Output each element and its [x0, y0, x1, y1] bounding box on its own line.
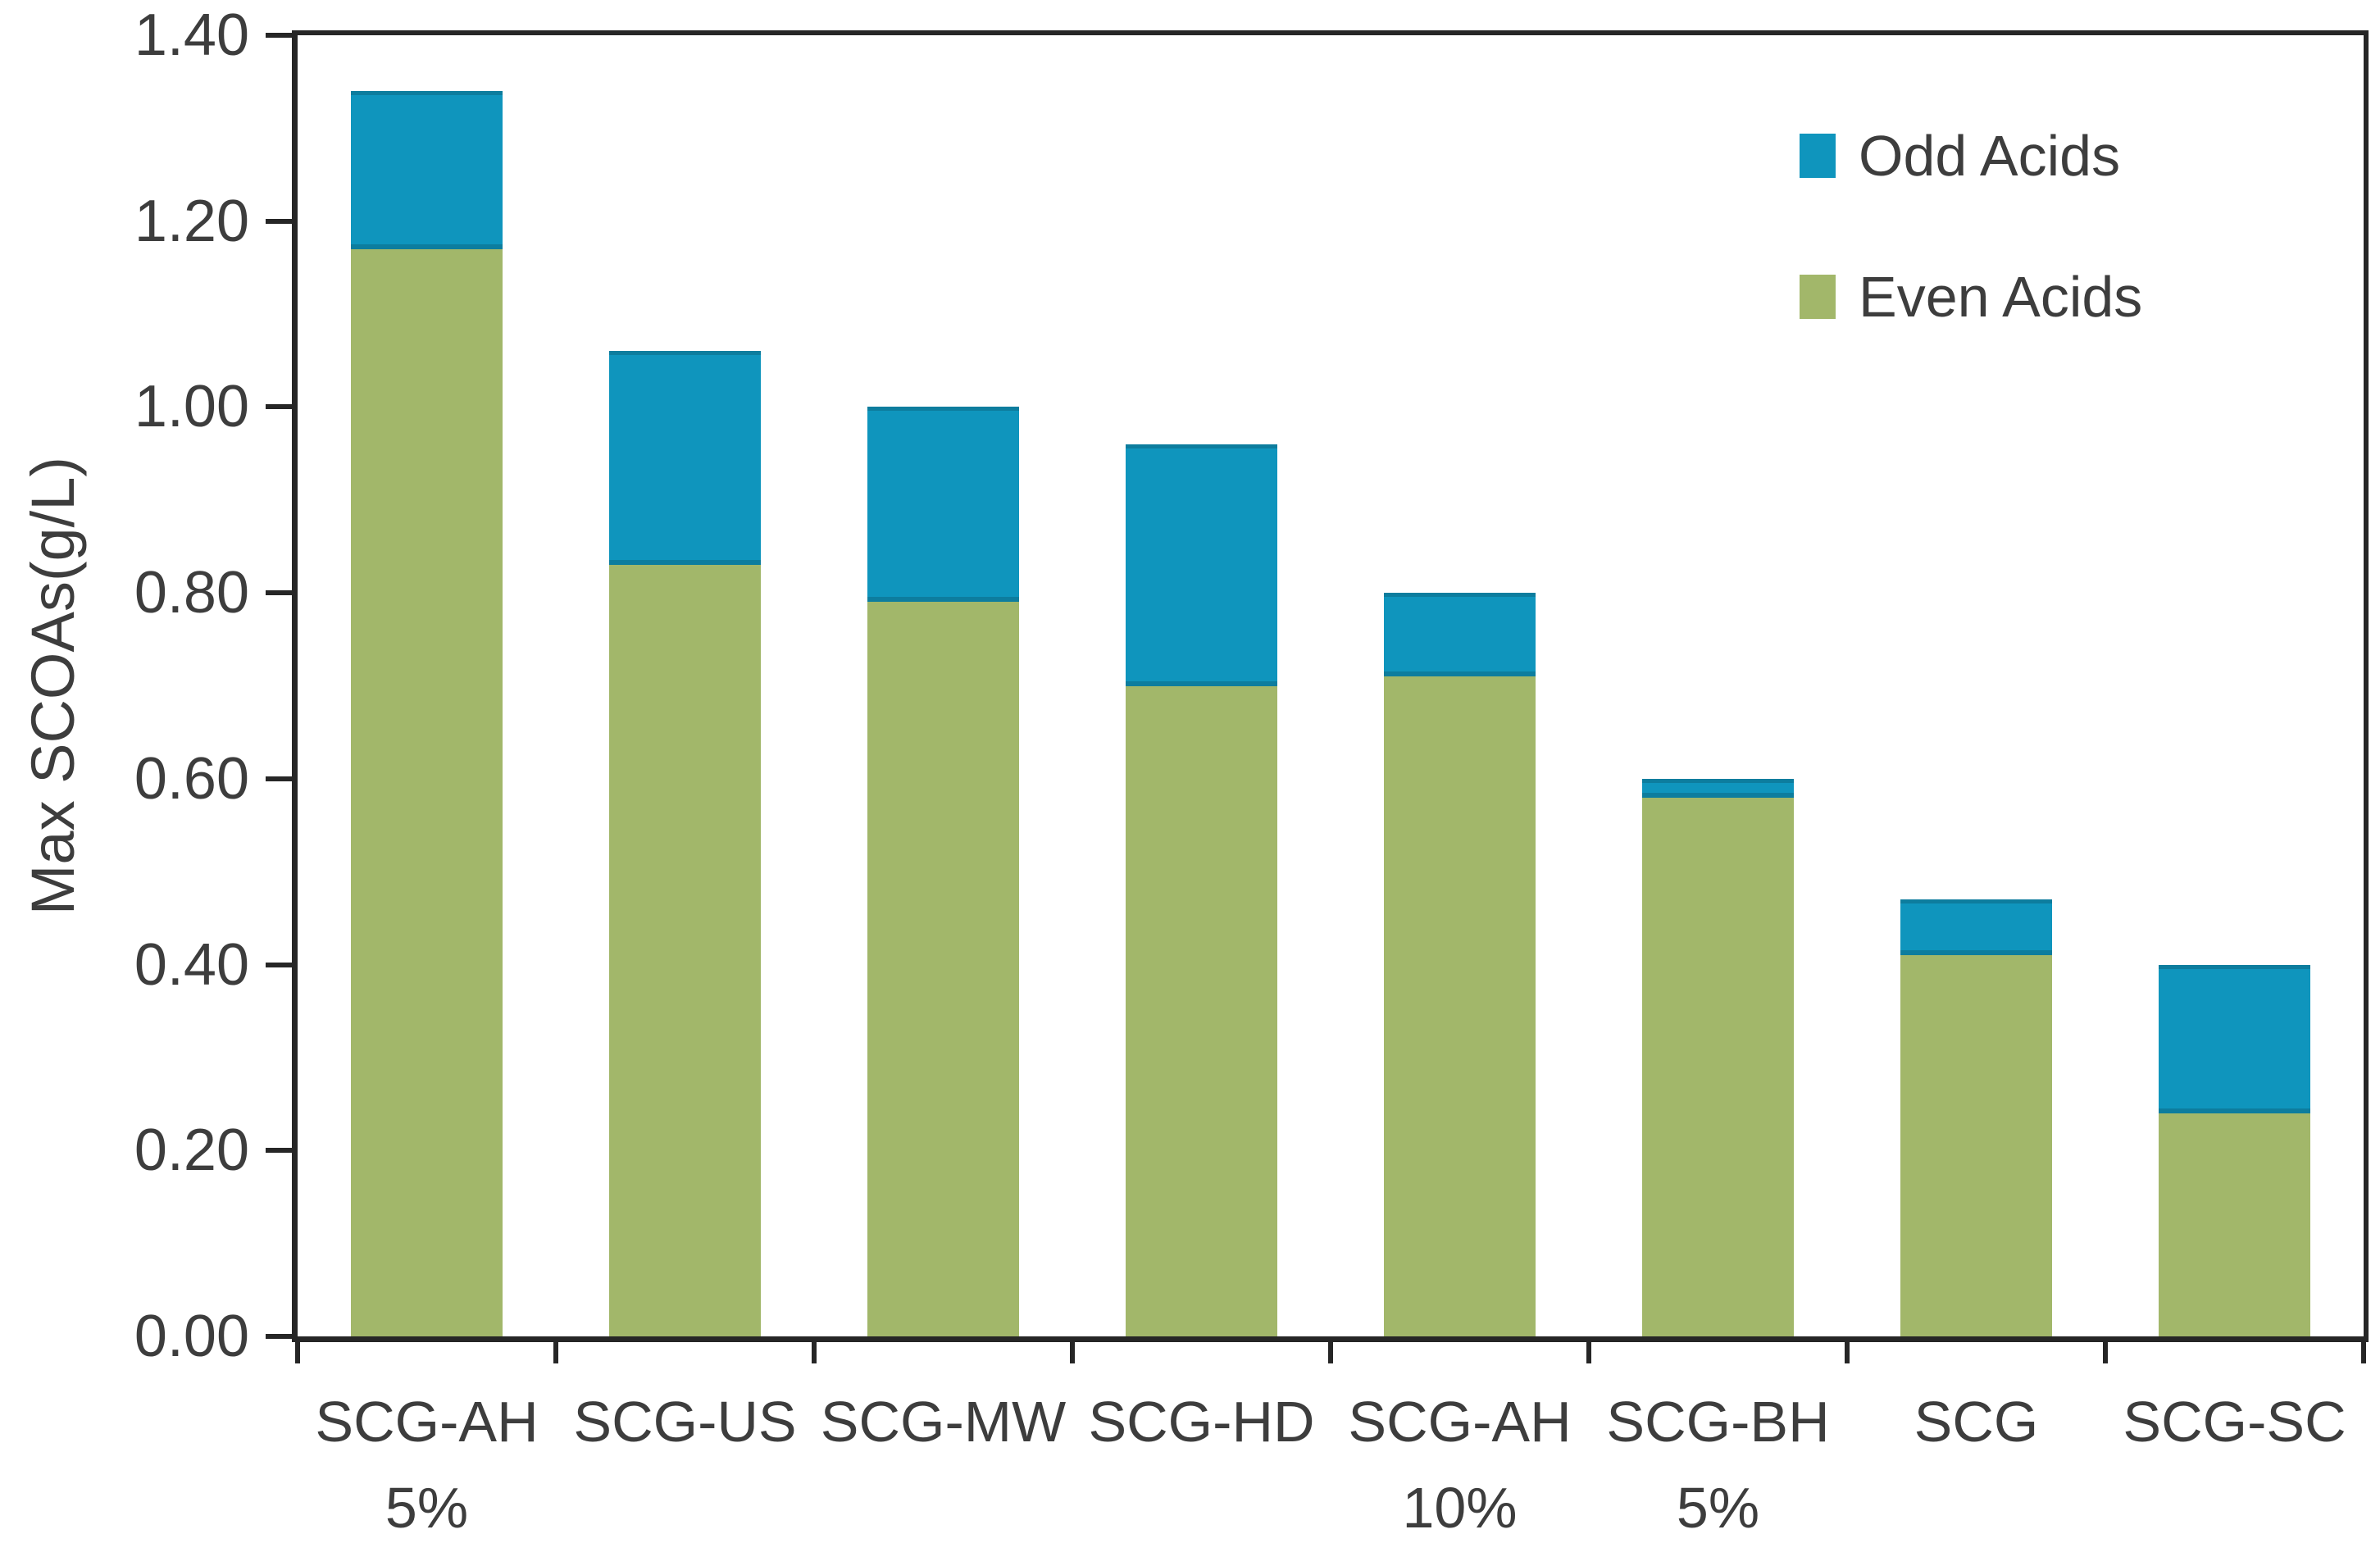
- y-tick-label: 0.20: [134, 1117, 249, 1184]
- bar-segment-odd-acids: [867, 407, 1019, 603]
- bar-segment-odd-acids: [1642, 778, 1794, 798]
- x-tick-mark: [295, 1342, 300, 1363]
- x-tick-mark: [1070, 1342, 1075, 1363]
- y-tick-mark: [266, 962, 292, 967]
- bar-segment-even-acids: [1900, 955, 2052, 1336]
- category-sublabel: 5%: [385, 1476, 469, 1540]
- bar-segment-even-acids: [1126, 685, 1277, 1336]
- legend: Odd Acids Even Acids: [1800, 123, 2142, 330]
- y-tick-mark: [266, 404, 292, 410]
- y-tick-label: 0.00: [134, 1304, 249, 1369]
- x-category-label: SCG-BH 5%: [1589, 1379, 1847, 1543]
- y-axis-title-text: Max SCOAs(g/L): [18, 456, 87, 916]
- x-tick-mark: [812, 1342, 817, 1363]
- bar-segment-odd-acids: [2159, 964, 2310, 1113]
- category-sublabel: 10%: [1402, 1476, 1518, 1540]
- legend-label: Even Acids: [1859, 265, 2143, 329]
- x-category-label: SCG-AH 10%: [1331, 1379, 1589, 1543]
- y-tick-label: 0.40: [134, 931, 249, 998]
- category-sublabel: 5%: [1676, 1476, 1760, 1540]
- y-tick-label: 0.60: [134, 745, 249, 812]
- y-tick-label: 0.80: [134, 560, 249, 626]
- category-name: SCG-AH: [1348, 1390, 1572, 1454]
- y-tick-mark: [266, 776, 292, 781]
- bar-segment-odd-acids: [1384, 593, 1536, 677]
- y-tick-label: 1.40: [134, 2, 249, 68]
- x-category-label: SCG-AH 5%: [298, 1379, 556, 1543]
- x-category-label: SCG-MW: [820, 1390, 1067, 1454]
- bar-segment-odd-acids: [609, 351, 761, 566]
- y-tick-mark: [266, 33, 292, 38]
- y-tick-mark: [266, 1334, 292, 1339]
- legend-swatch: [1800, 134, 1836, 178]
- bar-segment-even-acids: [2159, 1113, 2310, 1336]
- bar-segment-even-acids: [351, 248, 503, 1336]
- x-tick-mark: [2361, 1342, 2366, 1363]
- plot-area: [292, 30, 2369, 1342]
- y-tick-label: 1.20: [134, 188, 249, 254]
- x-category-label: SCG-SC: [2123, 1390, 2346, 1454]
- legend-swatch: [1800, 275, 1836, 319]
- bar-segment-odd-acids: [351, 91, 503, 249]
- category-name: SCG-BH: [1606, 1390, 1830, 1454]
- category-name: SCG-AH: [315, 1390, 539, 1454]
- x-tick-mark: [553, 1342, 558, 1363]
- legend-item: Odd Acids: [1800, 123, 2142, 189]
- bar-segment-odd-acids: [1900, 899, 2052, 956]
- y-tick-mark: [266, 590, 292, 596]
- x-tick-mark: [1328, 1342, 1333, 1363]
- y-tick-label: 1.00: [134, 374, 249, 440]
- legend-item: Even Acids: [1800, 264, 2142, 330]
- x-category-label: SCG-US: [573, 1390, 797, 1454]
- x-category-label: SCG-HD: [1088, 1390, 1315, 1454]
- legend-label: Odd Acids: [1859, 124, 2121, 188]
- bar-segment-even-acids: [867, 602, 1019, 1336]
- bar-segment-odd-acids: [1126, 444, 1277, 686]
- x-tick-mark: [1845, 1342, 1850, 1363]
- bar-segment-even-acids: [1642, 797, 1794, 1336]
- x-tick-mark: [1586, 1342, 1591, 1363]
- y-tick-mark: [266, 218, 292, 224]
- x-tick-mark: [2103, 1342, 2108, 1363]
- bar-segment-even-acids: [609, 565, 761, 1336]
- bar-segment-even-acids: [1384, 676, 1536, 1336]
- x-category-label: SCG: [1914, 1390, 2039, 1454]
- y-tick-mark: [266, 1148, 292, 1154]
